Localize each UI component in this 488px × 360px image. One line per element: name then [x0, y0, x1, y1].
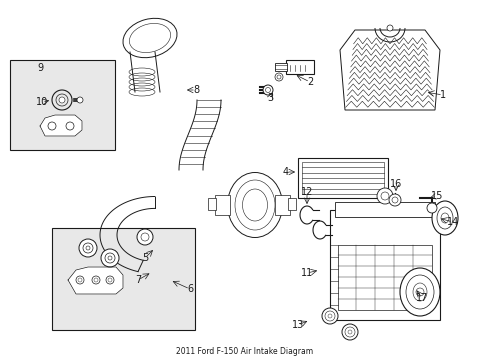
Circle shape [108, 256, 112, 260]
Bar [52, 228, 195, 330]
Circle shape [106, 276, 114, 284]
Text: 10: 10 [36, 97, 48, 107]
Text: 7: 7 [135, 275, 141, 285]
Ellipse shape [399, 268, 439, 316]
Polygon shape [68, 267, 123, 294]
Circle shape [77, 97, 83, 103]
Text: 6: 6 [186, 284, 193, 294]
Bar [215, 195, 229, 215]
Circle shape [263, 85, 272, 95]
Text: 5: 5 [142, 253, 148, 263]
Circle shape [415, 288, 423, 296]
Text: 9: 9 [37, 63, 43, 73]
Bar [337, 245, 431, 310]
Circle shape [321, 308, 337, 324]
Text: 13: 13 [291, 320, 304, 330]
Text: 2: 2 [306, 77, 312, 87]
Bar [274, 63, 286, 71]
Text: 1: 1 [439, 90, 445, 100]
Ellipse shape [431, 201, 457, 235]
Bar [207, 198, 216, 210]
Bar [287, 198, 295, 210]
Circle shape [347, 330, 351, 334]
Circle shape [426, 203, 436, 213]
Bar [285, 60, 313, 74]
Circle shape [341, 324, 357, 340]
Circle shape [388, 194, 400, 206]
Ellipse shape [227, 172, 282, 238]
Text: 15: 15 [430, 191, 442, 201]
Text: 2011 Ford F-150 Air Intake Diagram: 2011 Ford F-150 Air Intake Diagram [176, 347, 312, 356]
Text: 16: 16 [389, 179, 401, 189]
Circle shape [86, 246, 90, 250]
Text: 3: 3 [266, 93, 272, 103]
Circle shape [376, 188, 392, 204]
Circle shape [274, 73, 283, 81]
Circle shape [101, 249, 119, 267]
Circle shape [79, 239, 97, 257]
Bar [329, 210, 439, 320]
Circle shape [59, 97, 65, 103]
Circle shape [92, 276, 100, 284]
Circle shape [327, 314, 331, 318]
Circle shape [76, 276, 84, 284]
Ellipse shape [123, 18, 177, 58]
Text: 17: 17 [415, 293, 427, 303]
Text: 12: 12 [300, 187, 312, 197]
Circle shape [386, 25, 392, 31]
Circle shape [48, 122, 56, 130]
Bar [334, 202, 434, 217]
Text: 11: 11 [300, 268, 312, 278]
Bar [10, 60, 115, 150]
Bar [297, 158, 387, 198]
Circle shape [66, 122, 74, 130]
Text: 8: 8 [193, 85, 199, 95]
Text: 14: 14 [446, 217, 458, 227]
Circle shape [137, 229, 153, 245]
Text: 4: 4 [283, 167, 288, 177]
Bar [274, 195, 289, 215]
Bar [302, 162, 383, 194]
Polygon shape [40, 115, 82, 136]
Polygon shape [339, 30, 439, 110]
